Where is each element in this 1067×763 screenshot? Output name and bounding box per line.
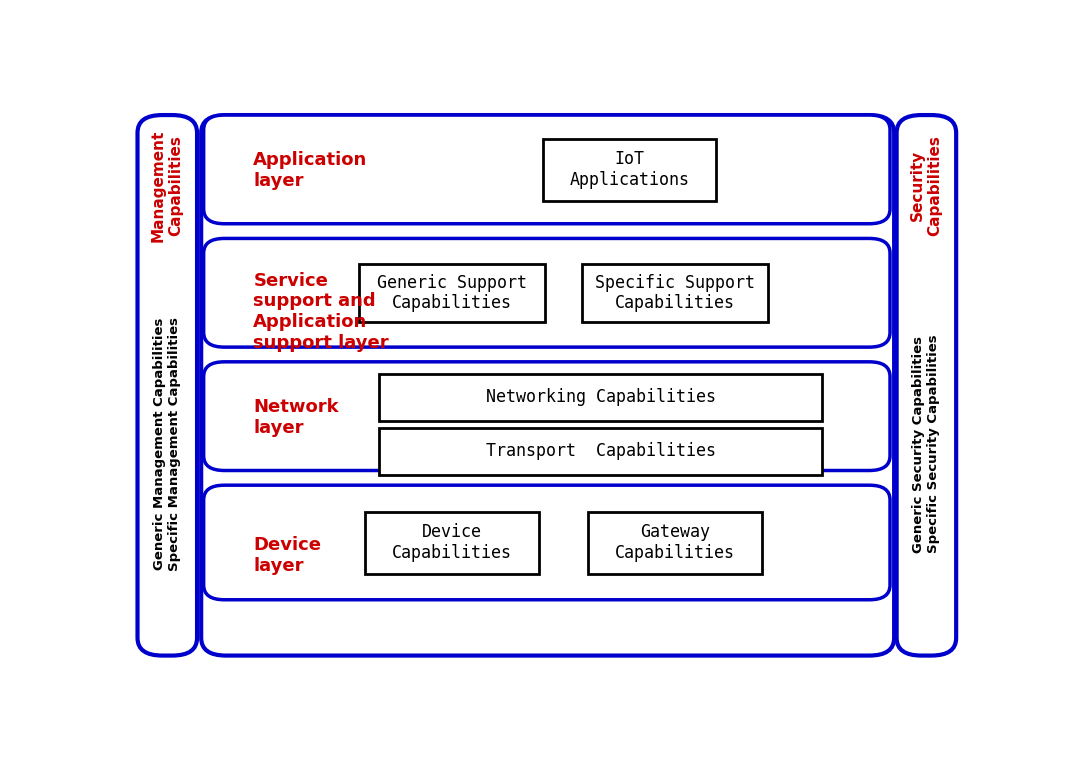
Text: Networking Capabilities: Networking Capabilities	[485, 388, 716, 406]
Text: Security
Capabilities: Security Capabilities	[910, 135, 942, 236]
Text: Gateway
Capabilities: Gateway Capabilities	[615, 523, 735, 562]
Bar	[380, 374, 822, 420]
Text: Network
layer: Network layer	[253, 398, 339, 437]
FancyBboxPatch shape	[896, 115, 956, 655]
Text: Generic Management Capabilities
Specific Management Capabilities: Generic Management Capabilities Specific…	[154, 317, 181, 571]
Text: Management
Capabilities: Management Capabilities	[152, 130, 184, 242]
FancyBboxPatch shape	[204, 115, 890, 224]
FancyBboxPatch shape	[204, 238, 890, 347]
Text: Generic Security Capabilities
Specific Security Capabilities: Generic Security Capabilities Specific S…	[912, 335, 940, 553]
Text: Device
layer: Device layer	[253, 536, 321, 575]
Text: Service
support and
Application
support layer: Service support and Application support …	[253, 272, 388, 352]
Bar	[380, 427, 822, 475]
Text: Application
layer: Application layer	[253, 152, 367, 190]
FancyBboxPatch shape	[138, 115, 197, 655]
Bar	[582, 264, 768, 323]
Text: Device
Capabilities: Device Capabilities	[392, 523, 512, 562]
Text: Transport  Capabilities: Transport Capabilities	[485, 442, 716, 460]
Text: IoT
Applications: IoT Applications	[570, 150, 689, 189]
Bar	[365, 512, 539, 574]
FancyBboxPatch shape	[204, 362, 890, 471]
FancyBboxPatch shape	[202, 115, 894, 655]
Bar	[588, 512, 762, 574]
Text: Generic Support
Capabilities: Generic Support Capabilities	[377, 274, 527, 313]
Bar	[543, 139, 716, 201]
Text: Specific Support
Capabilities: Specific Support Capabilities	[595, 274, 755, 313]
FancyBboxPatch shape	[204, 485, 890, 600]
Bar	[359, 264, 545, 323]
